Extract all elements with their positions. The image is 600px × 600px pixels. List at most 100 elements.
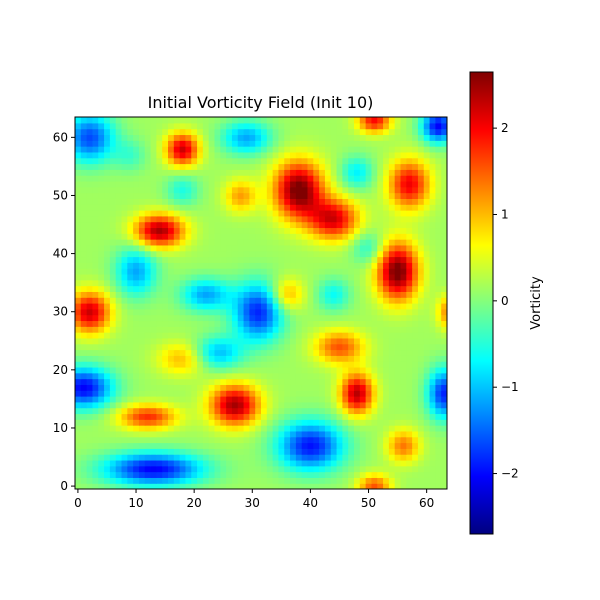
heatmap-cell xyxy=(365,425,373,432)
heatmap-cell xyxy=(441,151,447,159)
heatmap-cell xyxy=(156,459,163,467)
heatmap-cell xyxy=(243,436,250,444)
heatmap-cell xyxy=(133,384,140,391)
heatmap-cell xyxy=(377,169,384,176)
heatmap-cell xyxy=(168,326,175,333)
heatmap-cell xyxy=(243,180,250,188)
heatmap-cell xyxy=(400,128,407,136)
heatmap-cell xyxy=(75,291,82,298)
heatmap-cell xyxy=(243,268,250,275)
heatmap-cell xyxy=(266,378,274,385)
heatmap-cell xyxy=(313,436,320,444)
heatmap-cell xyxy=(98,140,105,147)
heatmap-cell xyxy=(330,221,338,229)
heatmap-cell xyxy=(383,349,390,356)
heatmap-cell xyxy=(133,169,140,176)
heatmap-cell xyxy=(231,477,239,484)
heatmap-cell xyxy=(121,128,128,136)
heatmap-cell xyxy=(214,343,221,351)
heatmap-cell xyxy=(342,483,349,489)
heatmap-cell xyxy=(220,407,227,415)
heatmap-cell xyxy=(179,285,187,292)
heatmap-cell xyxy=(348,134,355,141)
heatmap-cell xyxy=(383,337,390,345)
heatmap-cell xyxy=(214,268,221,275)
heatmap-cell xyxy=(423,204,431,211)
heatmap-cell xyxy=(406,326,413,333)
heatmap-cell xyxy=(266,128,274,136)
heatmap-cell xyxy=(423,239,431,246)
heatmap-cell xyxy=(226,140,233,147)
heatmap-cell xyxy=(423,320,431,327)
heatmap-cell xyxy=(261,483,268,489)
heatmap-cell xyxy=(423,221,431,229)
heatmap-cell xyxy=(150,401,157,409)
heatmap-cell xyxy=(98,419,105,426)
heatmap-cell xyxy=(354,210,361,217)
heatmap-cell xyxy=(330,303,338,310)
heatmap-cell xyxy=(266,303,274,310)
heatmap-cell xyxy=(354,273,361,281)
heatmap-cell xyxy=(133,297,140,304)
heatmap-cell xyxy=(319,285,326,292)
heatmap-cell xyxy=(156,163,163,170)
heatmap-cell xyxy=(371,366,378,374)
heatmap-cell xyxy=(400,430,407,438)
heatmap-cell xyxy=(295,343,303,351)
heatmap-cell xyxy=(144,227,152,234)
heatmap-cell xyxy=(121,268,128,275)
heatmap-cell xyxy=(324,483,332,489)
heatmap-cell xyxy=(191,122,198,130)
heatmap-cell xyxy=(156,483,163,489)
heatmap-cell xyxy=(365,477,373,484)
heatmap-cell xyxy=(272,465,280,473)
heatmap-cell xyxy=(406,390,413,397)
heatmap-cell xyxy=(383,483,390,489)
heatmap-cell xyxy=(144,169,152,176)
heatmap-cell xyxy=(156,180,163,188)
heatmap-cell xyxy=(208,244,216,252)
heatmap-cell xyxy=(423,384,431,391)
heatmap-cell xyxy=(156,326,163,333)
heatmap-cell xyxy=(290,268,297,275)
heatmap-cell xyxy=(109,366,117,374)
heatmap-cell xyxy=(441,407,447,415)
heatmap-cell xyxy=(237,175,245,182)
heatmap-cell xyxy=(162,250,169,258)
heatmap-cell xyxy=(290,192,297,199)
heatmap-cell xyxy=(80,273,88,281)
heatmap-cell xyxy=(266,326,274,333)
heatmap-cell xyxy=(162,378,169,385)
heatmap-cell xyxy=(383,425,390,432)
heatmap-cell xyxy=(243,146,250,153)
heatmap-cell xyxy=(133,117,140,124)
heatmap-cell xyxy=(127,448,134,455)
heatmap-cell xyxy=(168,465,175,473)
heatmap-cell xyxy=(104,471,111,478)
heatmap-cell xyxy=(383,122,390,130)
heatmap-cell xyxy=(133,308,140,316)
heatmap-cell xyxy=(202,343,210,351)
heatmap-cell xyxy=(324,407,332,415)
heatmap-cell xyxy=(249,407,256,415)
heatmap-cell xyxy=(197,198,204,205)
heatmap-cell xyxy=(144,378,152,385)
heatmap-cell xyxy=(301,146,309,153)
heatmap-cell xyxy=(208,180,216,188)
heatmap-cell xyxy=(412,285,419,292)
heatmap-cell xyxy=(185,448,192,455)
heatmap-cell xyxy=(138,425,146,432)
heatmap-cell xyxy=(173,384,181,391)
heatmap-cell xyxy=(400,273,407,281)
heatmap-cell xyxy=(319,175,326,182)
heatmap-cell xyxy=(272,122,280,130)
heatmap-cell xyxy=(278,279,285,287)
heatmap-cell xyxy=(359,384,367,391)
heatmap-cell xyxy=(324,157,332,165)
heatmap-cell xyxy=(98,372,105,380)
heatmap-cell xyxy=(121,396,128,403)
heatmap-cell xyxy=(278,471,285,478)
heatmap-cell xyxy=(255,401,262,409)
heatmap-cell xyxy=(313,262,320,269)
heatmap-cell xyxy=(400,151,407,159)
